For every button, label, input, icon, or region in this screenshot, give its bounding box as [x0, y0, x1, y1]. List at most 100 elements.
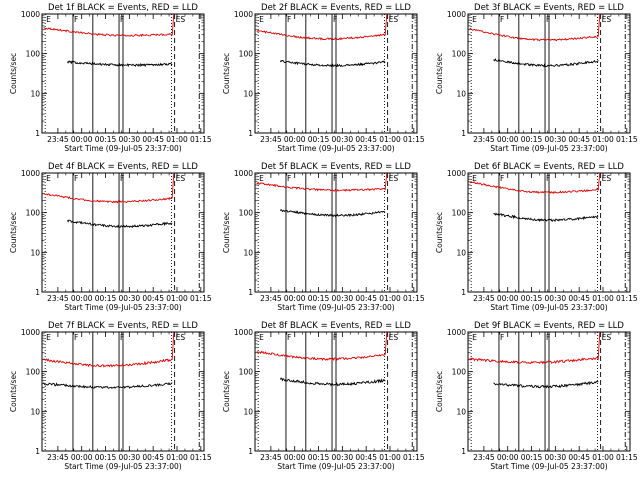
event-marker-label: F — [333, 174, 337, 183]
y-tick-label: 100 — [239, 368, 254, 377]
event-marker-label: E — [46, 333, 51, 342]
x-tick-label: 00:00 — [284, 135, 306, 144]
y-tick-label: 10 — [456, 89, 466, 98]
chart-title: Det 9f BLACK = Events, RED = LLD — [474, 321, 624, 331]
x-tick-label: 00:30 — [119, 135, 141, 144]
y-tick-label: 10 — [243, 89, 253, 98]
chart-panel: Det 8f BLACK = Events, RED = LLD 1 10 100 10… — [222, 321, 425, 471]
chart-title: Det 5f BLACK = Events, RED = LLD — [261, 162, 411, 172]
event-marker-label: F — [333, 15, 337, 24]
y-axis-label: Counts/sec — [435, 371, 444, 412]
lld-series-line — [43, 172, 175, 204]
event-marker-label: E — [46, 15, 51, 24]
event-marker-label: F — [120, 15, 124, 24]
event-marker-label: F — [74, 15, 78, 24]
chart-panel: Det 5f BLACK = Events, RED = LLD 1 10 100 10… — [222, 162, 425, 312]
y-tick-label: 100 — [452, 209, 467, 218]
y-tick-label: 1 — [35, 129, 40, 138]
events-series-line — [279, 377, 386, 387]
event-marker-label: ES — [176, 174, 186, 183]
x-tick-label: 23:45 — [473, 294, 495, 303]
chart-panel: Det 1f BLACK = Events, RED = LLD 1 10 100 10… — [9, 3, 212, 153]
y-tick-label: 1 — [461, 129, 466, 138]
event-marker-label: ES — [176, 333, 186, 342]
x-tick-label: 00:00 — [284, 453, 306, 462]
x-tick-label: 01:00 — [592, 135, 614, 144]
y-tick-label: 1000 — [234, 169, 253, 178]
y-tick-label: 10 — [456, 407, 466, 416]
y-tick-label: 10 — [456, 248, 466, 257]
chart-title: Det 7f BLACK = Events, RED = LLD — [48, 321, 198, 331]
chart-title: Det 2f BLACK = Events, RED = LLD — [261, 3, 411, 13]
chart-panel: Det 7f BLACK = Events, RED = LLD 1 10 100 10… — [9, 321, 212, 471]
x-tick-label: 00:30 — [545, 294, 567, 303]
event-marker-label: F — [120, 174, 124, 183]
chart-panel: Det 9f BLACK = Events, RED = LLD 1 10 100 10… — [435, 321, 638, 471]
y-tick-label: 1 — [248, 447, 253, 456]
x-tick-label: 00:15 — [308, 453, 330, 462]
y-tick-label: 10 — [30, 407, 40, 416]
x-tick-label: 00:15 — [95, 135, 117, 144]
y-tick-label: 1 — [461, 447, 466, 456]
event-marker-label: ES — [602, 15, 612, 24]
x-tick-label: 00:45 — [142, 453, 164, 462]
x-tick-label: 00:30 — [545, 135, 567, 144]
y-tick-label: 100 — [452, 368, 467, 377]
events-series-line — [493, 58, 599, 68]
x-tick-label: 00:30 — [119, 294, 141, 303]
x-axis-label: Start Time (09-Jul-05 23:37:00) — [277, 144, 394, 153]
y-tick-label: 100 — [452, 50, 467, 59]
event-marker-label: F — [120, 333, 124, 342]
events-series-line — [66, 219, 173, 229]
y-tick-label: 1000 — [447, 169, 466, 178]
x-tick-label: 00:15 — [308, 294, 330, 303]
events-series-line — [67, 60, 173, 68]
y-tick-label: 1000 — [21, 10, 40, 19]
x-tick-label: 00:15 — [521, 453, 543, 462]
x-tick-label: 01:00 — [592, 294, 614, 303]
x-tick-label: 00:00 — [497, 453, 519, 462]
y-tick-label: 1000 — [21, 328, 40, 337]
x-tick-label: 00:45 — [142, 135, 164, 144]
x-tick-label: 00:45 — [355, 294, 377, 303]
y-tick-label: 100 — [239, 209, 254, 218]
y-tick-label: 1 — [248, 129, 253, 138]
lld-series-line — [43, 331, 175, 368]
x-tick-label: 01:00 — [166, 135, 188, 144]
events-series-line — [493, 380, 599, 389]
x-axis-label: Start Time (09-Jul-05 23:37:00) — [64, 303, 181, 312]
x-tick-label: 00:15 — [95, 294, 117, 303]
x-tick-label: 01:15 — [616, 294, 638, 303]
event-marker-label: E — [472, 174, 477, 183]
y-axis-label: Counts/sec — [435, 212, 444, 253]
y-axis-label: Counts/sec — [9, 371, 18, 412]
x-tick-label: 23:45 — [47, 294, 69, 303]
y-tick-label: 100 — [26, 209, 41, 218]
y-axis-label: Counts/sec — [222, 371, 231, 412]
lld-series-line — [469, 172, 601, 195]
y-tick-label: 1000 — [234, 10, 253, 19]
x-tick-label: 01:00 — [592, 453, 614, 462]
lld-series-line — [469, 331, 601, 365]
x-tick-label: 00:00 — [497, 294, 519, 303]
x-tick-label: 01:15 — [403, 294, 425, 303]
x-tick-label: 00:00 — [71, 135, 93, 144]
x-tick-label: 00:30 — [119, 453, 141, 462]
x-tick-label: 00:45 — [568, 294, 590, 303]
y-tick-label: 1000 — [447, 10, 466, 19]
x-tick-label: 00:45 — [142, 294, 164, 303]
lld-series-line — [43, 13, 175, 38]
y-tick-label: 10 — [30, 248, 40, 257]
y-tick-label: 1 — [461, 288, 466, 297]
x-tick-label: 01:15 — [403, 453, 425, 462]
y-axis-label: Counts/sec — [9, 53, 18, 94]
event-marker-label: F — [287, 333, 291, 342]
x-tick-label: 01:00 — [379, 135, 401, 144]
y-tick-label: 100 — [26, 368, 41, 377]
x-tick-label: 00:45 — [355, 135, 377, 144]
x-tick-label: 00:45 — [568, 135, 590, 144]
x-tick-label: 00:30 — [545, 453, 567, 462]
chart-panel: Det 6f BLACK = Events, RED = LLD 1 10 100 10… — [435, 162, 638, 312]
x-tick-label: 23:45 — [47, 453, 69, 462]
